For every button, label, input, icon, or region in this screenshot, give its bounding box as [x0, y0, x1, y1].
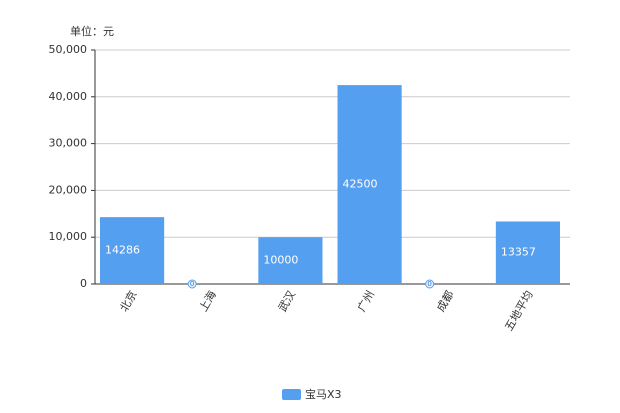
x-tick-label: 武汉 [276, 289, 298, 315]
y-tick-label: 20,000 [49, 183, 88, 196]
y-tick-label: 40,000 [49, 90, 88, 103]
y-tick-label: 0 [80, 277, 87, 290]
x-tick-label: 北京 [117, 288, 140, 314]
bar [100, 217, 165, 284]
y-tick-label: 30,000 [49, 137, 88, 150]
x-tick-label: 五地平均 [502, 289, 535, 334]
y-tick-label: 50,000 [49, 43, 88, 56]
y-axis-unit: 单位：元 [70, 24, 114, 38]
value-label: 14286 [105, 244, 140, 257]
value-label: 10000 [263, 254, 298, 267]
value-label: 0 [190, 280, 194, 288]
x-tick-label: 广州 [355, 289, 377, 315]
zero-marker [425, 279, 435, 289]
x-tick-label: 成都 [434, 289, 456, 315]
bar [258, 237, 323, 284]
legend-label: 宝马X3 [305, 387, 342, 401]
bar [337, 85, 402, 284]
bar [495, 221, 560, 284]
value-label: 42500 [343, 178, 378, 191]
value-label: 0 [427, 280, 431, 288]
zero-marker [187, 279, 197, 289]
y-tick-label: 10,000 [49, 230, 88, 243]
x-tick-label: 上海 [196, 288, 219, 314]
value-label: 13357 [501, 246, 536, 259]
legend-swatch [282, 389, 301, 400]
